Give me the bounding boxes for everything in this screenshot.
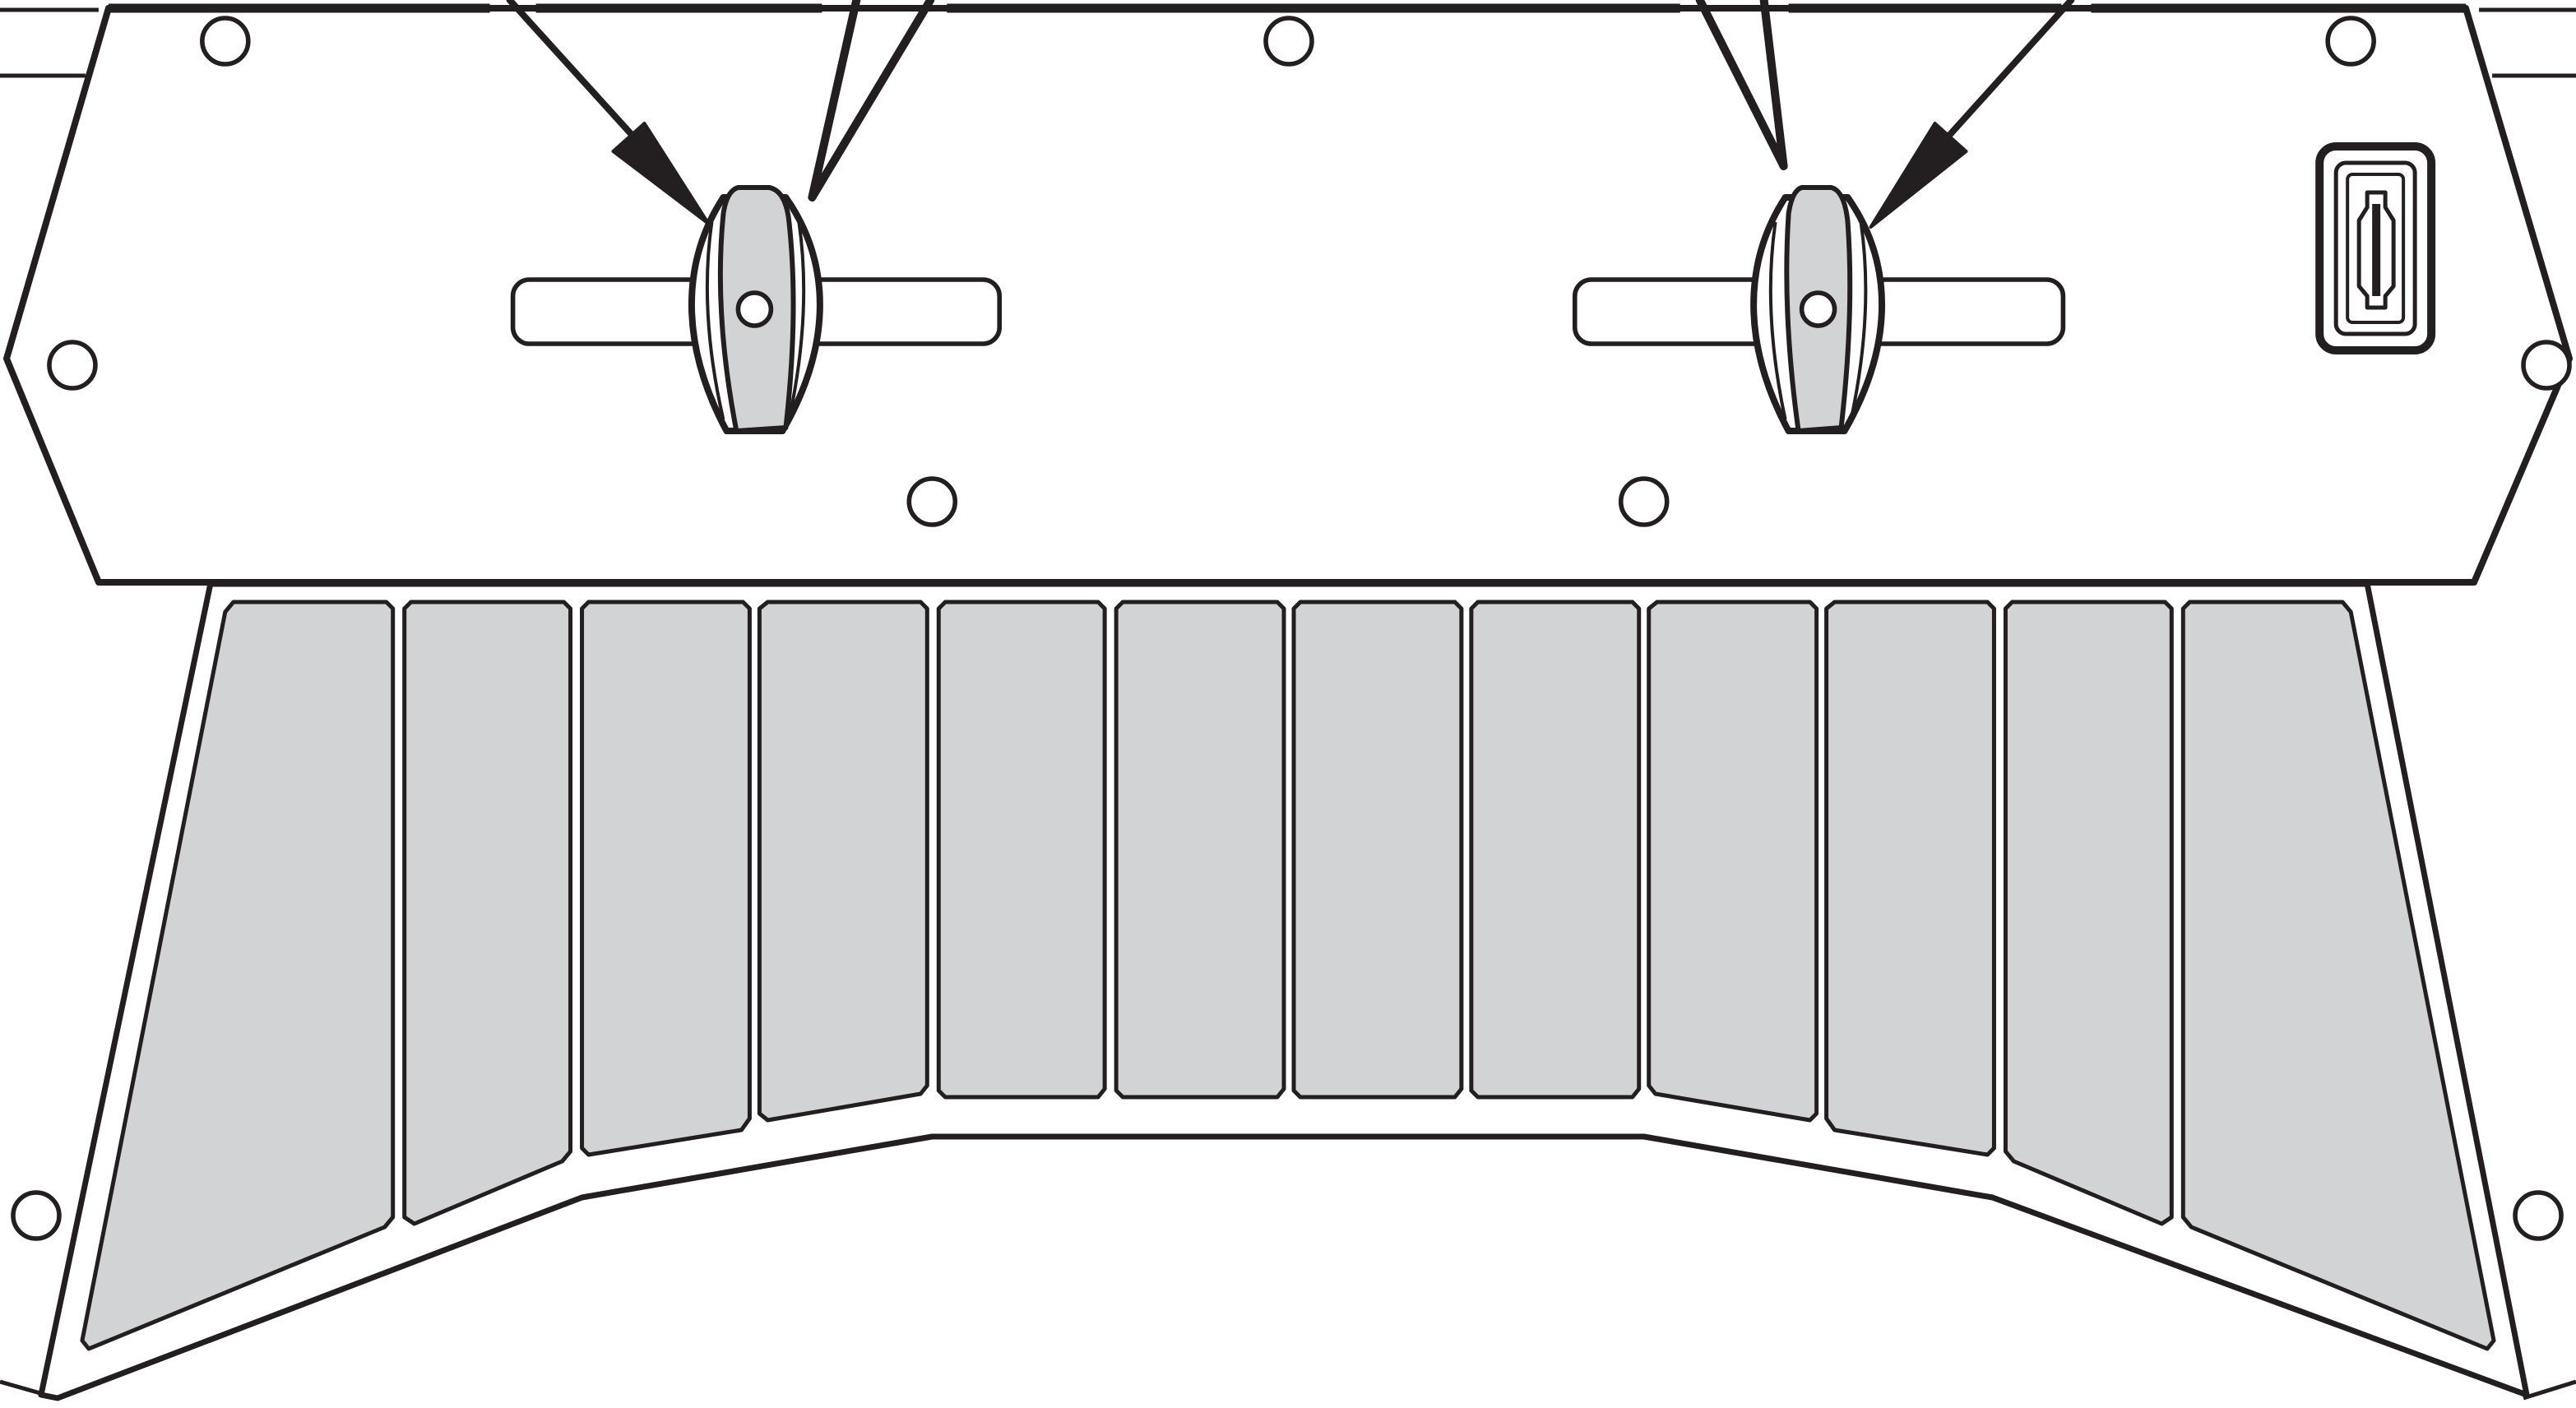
fastener-group	[11, 16, 2572, 1241]
strip-4	[757, 600, 929, 1123]
strip-12	[2180, 600, 2496, 1351]
right-knob[interactable]	[1750, 185, 1886, 434]
screw-3	[2325, 16, 2376, 67]
screw-4	[47, 340, 98, 391]
callout-pointers	[506, 0, 2075, 229]
screw-1	[200, 16, 251, 67]
strip-6	[1114, 600, 1286, 1100]
strip-10	[1824, 600, 1996, 1157]
strip-1	[80, 600, 396, 1351]
strip-7	[1291, 600, 1464, 1100]
strip-group	[80, 600, 2496, 1351]
screw-9	[2513, 1190, 2564, 1241]
screw-6	[906, 476, 958, 527]
left-knob-flute-b	[787, 221, 806, 420]
background-rails	[0, 7, 2576, 1401]
latch-slot-frame	[2346, 173, 2406, 324]
strip-11	[2003, 600, 2174, 1226]
strip-9	[1647, 600, 1819, 1123]
strip-8	[1469, 600, 1642, 1100]
pointer-line-2	[1946, 0, 2075, 138]
strip-2	[402, 600, 573, 1226]
left-knob-screw	[735, 290, 774, 328]
latch-inner-frame	[2333, 160, 2417, 336]
latch-icon[interactable]	[2315, 142, 2436, 354]
right-knob-screw	[1799, 290, 1837, 328]
pointer-head-1	[611, 122, 711, 225]
screw-8	[11, 1190, 62, 1241]
top-panel-plate	[2, 5, 2574, 586]
screw-7	[1618, 476, 1670, 527]
pointer-line-1	[506, 0, 642, 145]
strip-3	[580, 600, 752, 1157]
left-knob[interactable]	[688, 185, 823, 434]
right-knob-flute-b	[1849, 221, 1868, 420]
left-knob-flute-a	[705, 221, 725, 420]
pointer-caret-2	[1695, 0, 1788, 170]
pointer-caret-1	[808, 0, 935, 201]
screw-2	[1263, 16, 1314, 67]
top-panel	[2, 5, 2574, 586]
pointer-head-2	[1869, 122, 1968, 229]
screw-5	[2521, 340, 2572, 391]
strip-5	[936, 600, 1107, 1100]
right-knob-flute-a	[1768, 221, 1787, 420]
